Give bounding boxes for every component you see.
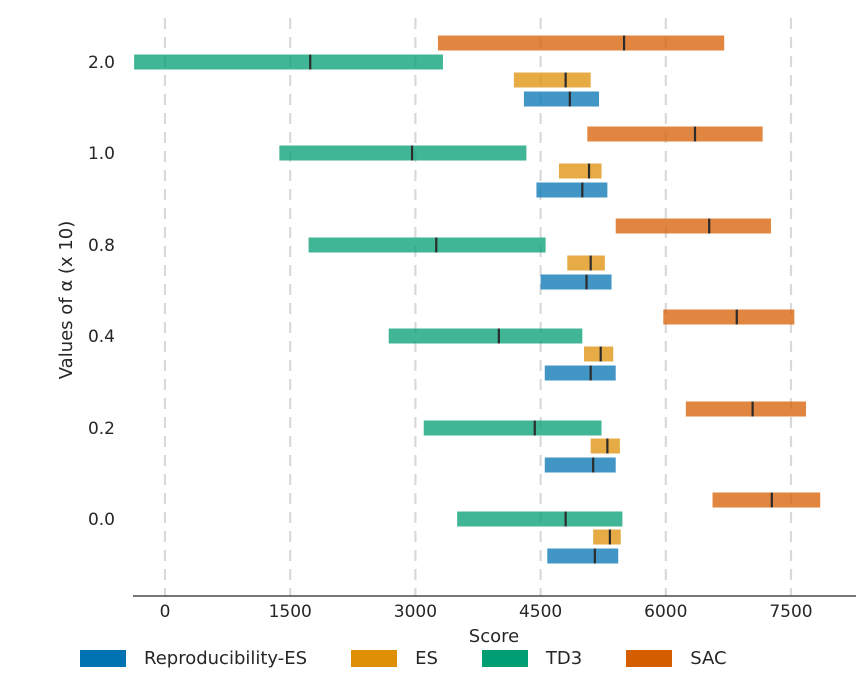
bar-sac-2.0 (437, 35, 725, 51)
bar-reproducibility-es-0.2 (544, 457, 616, 473)
bar-es-0.8 (567, 255, 605, 271)
x-tick-labels: 0 1500 3000 4500 6000 7500 (160, 602, 813, 622)
legend-swatch-sac (626, 650, 673, 667)
bar-reproducibility-es-0.8 (540, 274, 612, 290)
bar-td3-0.2 (423, 420, 602, 436)
legend-label-reproducibility-es: Reproducibility-ES (144, 648, 308, 669)
bar-sac-1.0 (587, 126, 763, 142)
bar-td3-2.0 (134, 54, 443, 70)
bar-es-0.4 (584, 346, 614, 362)
legend-item-reproducibility-es: Reproducibility-ES (80, 648, 307, 669)
x-tick-label: 4500 (519, 602, 562, 622)
y-tick-label: 0.2 (88, 419, 115, 439)
grid (163, 18, 793, 596)
legend-label-es: ES (415, 648, 438, 669)
legend-item-es: ES (351, 648, 438, 669)
y-axis-title: Values of α (x 10) (56, 221, 77, 380)
legend-swatch-reproducibility-es (80, 650, 126, 667)
bar-sac-0.0 (712, 492, 821, 508)
bar-reproducibility-es-1.0 (536, 182, 608, 198)
legend: Reproducibility-ES ES TD3 SAC (80, 648, 771, 669)
y-tick-label: 2.0 (88, 53, 115, 73)
bar-es-0.0 (593, 529, 621, 545)
y-tick-label: 1.0 (88, 144, 115, 164)
bar-reproducibility-es-0.4 (544, 365, 616, 381)
x-tick-label: 6000 (644, 602, 687, 622)
bar-reproducibility-es-2.0 (523, 91, 600, 107)
bar-es-1.0 (558, 163, 602, 179)
bar-sac-0.2 (685, 401, 807, 417)
bar-sac-0.8 (615, 218, 771, 234)
x-tick-label: 3000 (394, 602, 437, 622)
bar-td3-0.8 (308, 237, 546, 253)
y-tick-label: 0.8 (88, 236, 115, 256)
y-tick-label: 0.4 (88, 327, 115, 347)
x-tick-label: 7500 (769, 602, 812, 622)
legend-label-sac: SAC (690, 648, 727, 669)
bar-td3-1.0 (279, 145, 527, 161)
bars (134, 35, 821, 564)
legend-item-sac: SAC (626, 648, 727, 669)
y-tick-label: 0.0 (88, 510, 115, 530)
x-tick-label: 0 (160, 602, 171, 622)
y-tick-labels: 2.0 1.0 0.8 0.4 0.2 0.0 (88, 53, 115, 530)
bar-es-0.2 (590, 438, 620, 454)
legend-label-td3: TD3 (545, 648, 583, 669)
legend-swatch-td3 (481, 650, 528, 667)
x-axis-title: Score (469, 626, 519, 647)
legend-item-td3: TD3 (481, 648, 583, 669)
legend-swatch-es (351, 650, 398, 667)
bar-sac-0.4 (663, 309, 795, 325)
bar-td3-0.4 (388, 328, 583, 344)
bar-reproducibility-es-0.0 (547, 548, 619, 564)
bar-td3-0.0 (457, 511, 623, 527)
x-tick-label: 1500 (269, 602, 312, 622)
bar-es-2.0 (513, 72, 591, 88)
